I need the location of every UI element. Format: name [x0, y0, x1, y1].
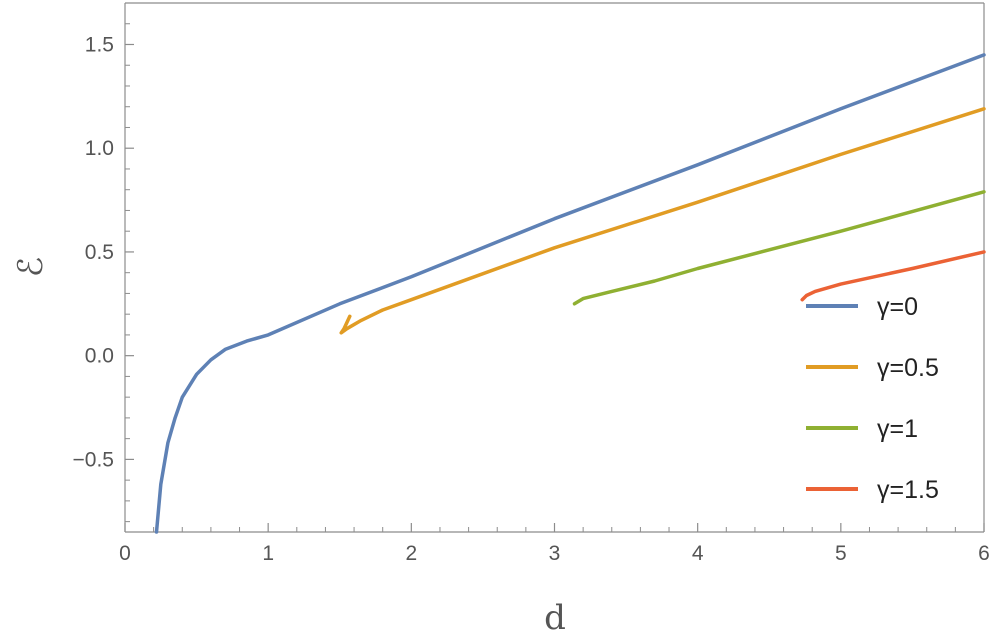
- y-tick-label: −0.5: [73, 448, 114, 471]
- series-lines: [154, 53, 986, 534]
- y-axis-ticks: −0.5 0.0 0.5 1.0 1.5: [73, 23, 134, 523]
- x-axis-label: d: [544, 598, 566, 638]
- y-tick-label: 1.5: [85, 33, 114, 56]
- x-tick-label: 1: [262, 542, 274, 565]
- y-tick-label: 0.5: [85, 241, 114, 264]
- x-tick-label: 6: [978, 542, 990, 565]
- x-tick-label: 4: [692, 542, 704, 565]
- legend: γ=0 γ=0.5 γ=1 γ=1.5: [806, 293, 939, 504]
- legend-label-1: γ=0.5: [877, 354, 939, 382]
- y-tick-label: 0.0: [85, 345, 114, 368]
- y-tick-label: 1.0: [85, 137, 114, 160]
- x-tick-label: 2: [405, 542, 417, 565]
- x-tick-label: 3: [549, 542, 561, 565]
- x-tick-label: 0: [119, 542, 131, 565]
- x-tick-label: 5: [835, 542, 847, 565]
- series-line-1: [339, 107, 986, 335]
- legend-label-3: γ=1.5: [877, 476, 939, 504]
- legend-label-2: γ=1: [877, 415, 918, 443]
- legend-label-0: γ=0: [877, 293, 918, 321]
- series-line-2: [572, 190, 986, 306]
- x-axis-ticks: 0 1 2 3 4 5 6: [119, 523, 990, 565]
- plot-frame: [124, 2, 985, 533]
- y-axis-label: ℰ: [11, 257, 51, 278]
- series-line-0: [154, 53, 986, 534]
- series-line-3: [800, 250, 986, 302]
